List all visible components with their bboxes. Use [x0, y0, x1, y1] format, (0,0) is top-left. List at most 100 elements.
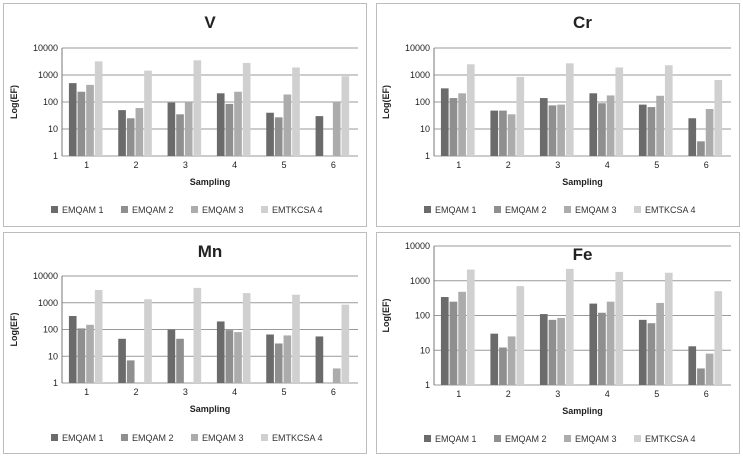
- bar: [565, 63, 574, 156]
- bar: [714, 291, 723, 385]
- bar: [68, 83, 77, 156]
- bar: [615, 67, 624, 156]
- y-tick-label: 10000: [33, 271, 58, 281]
- bar: [341, 76, 350, 156]
- legend-label: EMQAM 2: [505, 205, 547, 215]
- y-tick-label: 10000: [405, 43, 430, 53]
- bar: [539, 98, 548, 156]
- bar: [557, 317, 565, 385]
- bar: [565, 268, 574, 385]
- y-tick-label: 1000: [410, 70, 430, 80]
- bar: [615, 271, 624, 385]
- x-tick-label: 3: [183, 160, 188, 170]
- bar: [697, 368, 705, 385]
- bar: [86, 324, 94, 383]
- bar: [292, 67, 300, 156]
- bar: [193, 287, 202, 383]
- chart-panel-mn: Mn 1 10 100 1000 10000 1 2 3 4 5 6 Sampling Log(EF) EM…: [3, 232, 367, 454]
- legend-swatch: [261, 206, 268, 213]
- legend-swatch: [494, 435, 501, 442]
- legend-swatch: [51, 434, 58, 441]
- bar: [118, 110, 126, 156]
- x-tick-label: 3: [555, 160, 560, 170]
- x-tick-label: 1: [84, 160, 89, 170]
- bar: [144, 299, 152, 383]
- bar: [516, 76, 525, 156]
- bar: [94, 61, 103, 157]
- y-axis-label: Log(EF): [9, 313, 19, 347]
- bar: [225, 330, 234, 383]
- x-tick-label: 3: [183, 387, 188, 397]
- bar: [490, 110, 499, 156]
- bar: [283, 94, 292, 156]
- legend-label: EMQAM 1: [62, 205, 104, 215]
- legend-label: EMTKCSA 4: [645, 205, 696, 215]
- bar: [77, 328, 86, 383]
- bar: [225, 103, 234, 156]
- bar: [499, 347, 507, 385]
- bar: [705, 353, 714, 385]
- y-axis-label: Log(EF): [381, 85, 391, 119]
- bar: [176, 338, 184, 383]
- bar: [548, 105, 557, 156]
- bar: [490, 333, 499, 385]
- legend-swatch: [51, 206, 58, 213]
- bar: [589, 93, 598, 156]
- bar: [193, 60, 202, 156]
- bar: [341, 304, 350, 383]
- bar: [557, 104, 565, 156]
- bar: [234, 332, 242, 383]
- bar: [440, 88, 449, 156]
- chart-title: V: [204, 13, 216, 32]
- bar: [548, 319, 557, 385]
- x-tick-label: 4: [232, 160, 237, 170]
- bar: [499, 110, 507, 156]
- chart-title: Mn: [198, 242, 223, 261]
- legend-label: EMQAM 1: [435, 205, 477, 215]
- legend-label: EMQAM 2: [505, 434, 547, 444]
- legend-label: EMQAM 3: [575, 434, 617, 444]
- bar: [126, 118, 135, 156]
- y-tick-label: 1: [53, 151, 58, 161]
- x-tick-label: 4: [605, 389, 610, 399]
- bar: [234, 91, 242, 156]
- x-axis-label: Sampling: [190, 177, 231, 187]
- y-tick-label: 100: [415, 97, 430, 107]
- bar: [466, 64, 475, 156]
- x-axis-label: Sampling: [562, 177, 603, 187]
- x-tick-label: 5: [654, 160, 659, 170]
- bar: [647, 107, 656, 156]
- bar: [216, 93, 225, 156]
- y-tick-label: 1000: [410, 276, 430, 286]
- legend-label: EMQAM 3: [202, 433, 244, 443]
- legend-swatch: [121, 434, 128, 441]
- x-tick-label: 6: [331, 160, 336, 170]
- bar: [176, 114, 184, 156]
- bar: [135, 107, 144, 156]
- bar: [664, 65, 673, 156]
- y-tick-label: 10000: [405, 241, 430, 251]
- y-tick-label: 10: [48, 351, 58, 361]
- x-tick-label: 5: [281, 387, 286, 397]
- x-tick-label: 3: [555, 389, 560, 399]
- bar: [507, 114, 516, 156]
- bar: [167, 102, 176, 156]
- chart-v: V 1 10 100 1000 10000 1 2 3 4 5 6 Sampling Log(EF) EMQ…: [9, 13, 358, 215]
- x-tick-label: 5: [281, 160, 286, 170]
- x-tick-label: 5: [654, 389, 659, 399]
- bar: [449, 98, 458, 156]
- bar: [77, 91, 86, 156]
- y-axis-label: Log(EF): [9, 85, 19, 119]
- bar: [144, 70, 152, 156]
- legend-label: EMTKCSA 4: [272, 433, 323, 443]
- bar: [598, 103, 606, 156]
- legend-swatch: [424, 435, 431, 442]
- legend-swatch: [564, 435, 571, 442]
- bar: [94, 289, 103, 383]
- y-tick-label: 10: [420, 124, 430, 134]
- legend-swatch: [121, 206, 128, 213]
- bar: [292, 294, 300, 383]
- bar: [126, 360, 135, 383]
- x-tick-label: 1: [84, 387, 89, 397]
- chart-cr: Cr 1 10 100 1000 10000 1 2 3 4 5 6 Sampling Log(EF) EM…: [381, 13, 731, 215]
